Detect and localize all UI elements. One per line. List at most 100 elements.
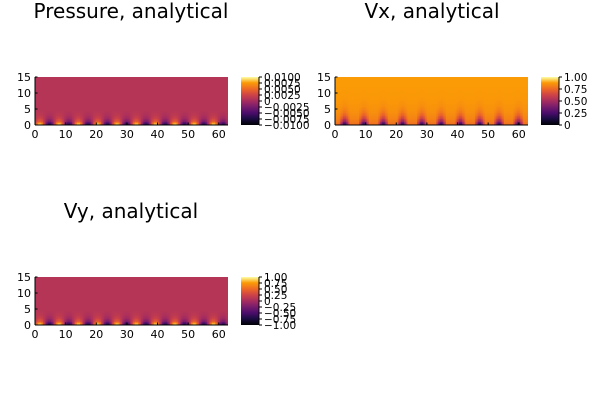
heatmap-cell: [402, 95, 405, 97]
heatmap-cell: [35, 122, 38, 124]
heatmap-cell: [35, 116, 38, 118]
heatmap-cell: [112, 114, 115, 117]
heatmap-cell: [192, 113, 195, 115]
heatmap-cell: [347, 119, 350, 121]
heatmap-cell: [466, 113, 469, 115]
heatmap-cell: [139, 320, 142, 323]
heatmap-cell: [110, 111, 113, 114]
heatmap-cell: [486, 89, 489, 91]
heatmap-cell: [425, 120, 428, 123]
heatmap-cell: [211, 113, 214, 115]
heatmap-cell: [94, 116, 97, 118]
heatmap-cell: [434, 111, 437, 114]
heatmap-cell: [335, 104, 338, 106]
heatmap-cell: [191, 119, 194, 121]
heatmap-cell: [223, 319, 226, 321]
heatmap-cell: [63, 311, 66, 314]
heatmap-cell: [70, 119, 73, 121]
heatmap-cell: [439, 111, 442, 114]
heatmap-cell: [495, 120, 498, 123]
heatmap-cell: [38, 313, 41, 315]
heatmap-cell: [497, 102, 500, 105]
heatmap-cell: [392, 114, 395, 117]
heatmap-cell: [181, 113, 184, 115]
heatmap-cell: [160, 117, 163, 120]
heatmap-cell: [226, 111, 228, 114]
heatmap-cell: [508, 95, 511, 97]
heatmap-cell: [144, 311, 147, 314]
heatmap-cell: [510, 107, 513, 109]
heatmap-cell: [508, 104, 511, 106]
heatmap-cell: [44, 111, 47, 114]
heatmap-cell: [445, 96, 448, 99]
heatmap-cell: [158, 313, 161, 315]
heatmap-cell: [203, 117, 206, 120]
heatmap-cell: [468, 120, 471, 123]
heatmap-cell: [205, 314, 208, 317]
heatmap-cell: [349, 113, 352, 115]
heatmap-cell: [408, 98, 411, 100]
heatmap-cell: [486, 113, 489, 115]
heatmap-cell: [455, 119, 458, 121]
heatmap-cell: [471, 105, 474, 108]
heatmap-cell: [360, 116, 363, 118]
heatmap-cell: [179, 316, 182, 318]
heatmap-cell: [62, 114, 65, 117]
heatmap-cell: [35, 320, 38, 323]
heatmap-cell: [92, 317, 95, 320]
heatmap-cell: [495, 105, 498, 108]
heatmap-cell: [470, 120, 473, 123]
heatmap-cell: [105, 314, 108, 317]
heatmap-cell: [399, 104, 402, 106]
heatmap-cell: [346, 89, 349, 91]
heatmap-cell: [497, 95, 500, 97]
heatmap-cell: [455, 105, 458, 108]
heatmap-cell: [375, 105, 378, 108]
heatmap-cell: [338, 117, 341, 120]
heatmap-cell: [373, 104, 376, 106]
heatmap-cell: [408, 114, 411, 117]
heatmap-cell: [431, 114, 434, 117]
heatmap-cell: [457, 111, 460, 114]
heatmap-cell: [394, 117, 397, 120]
heatmap-cell: [439, 102, 442, 105]
heatmap-cell: [105, 313, 108, 315]
heatmap-cell: [86, 316, 89, 318]
heatmap-cell: [149, 319, 152, 321]
heatmap-cell: [489, 119, 492, 121]
heatmap-cell: [426, 89, 429, 91]
heatmap-cell: [399, 122, 402, 124]
heatmap-cell: [191, 111, 194, 114]
heatmap-cell: [405, 87, 408, 90]
heatmap-cell: [394, 120, 397, 123]
heatmap-cell: [503, 108, 506, 111]
heatmap-cell: [207, 114, 210, 117]
heatmap-cell: [41, 123, 44, 125]
heatmap-cell: [91, 114, 94, 117]
heatmap-cell: [355, 98, 358, 100]
heatmap-cell: [70, 111, 73, 114]
heatmap-cell: [434, 123, 437, 125]
heatmap-cell: [526, 116, 528, 118]
heatmap-cell: [147, 319, 150, 321]
heatmap-cell: [187, 316, 190, 318]
heatmap-cell: [99, 116, 102, 118]
heatmap-cell: [367, 99, 370, 102]
heatmap-cell: [91, 113, 94, 115]
heatmap-cell: [384, 99, 387, 102]
heatmap-cell: [179, 314, 182, 317]
heatmap-cell: [38, 314, 41, 317]
heatmap-cell: [171, 119, 174, 121]
heatmap-cell: [392, 98, 395, 100]
heatmap-cell: [384, 122, 387, 124]
heatmap-cell: [494, 111, 497, 114]
heatmap-cell: [402, 122, 405, 124]
heatmap-cell: [507, 120, 510, 123]
heatmap-cell: [47, 116, 50, 118]
heatmap-cell: [54, 122, 57, 124]
heatmap-cell: [71, 111, 74, 114]
heatmap-cell: [420, 105, 423, 108]
heatmap-cell: [423, 119, 426, 121]
heatmap-cell: [46, 314, 49, 317]
heatmap-cell: [373, 101, 376, 103]
